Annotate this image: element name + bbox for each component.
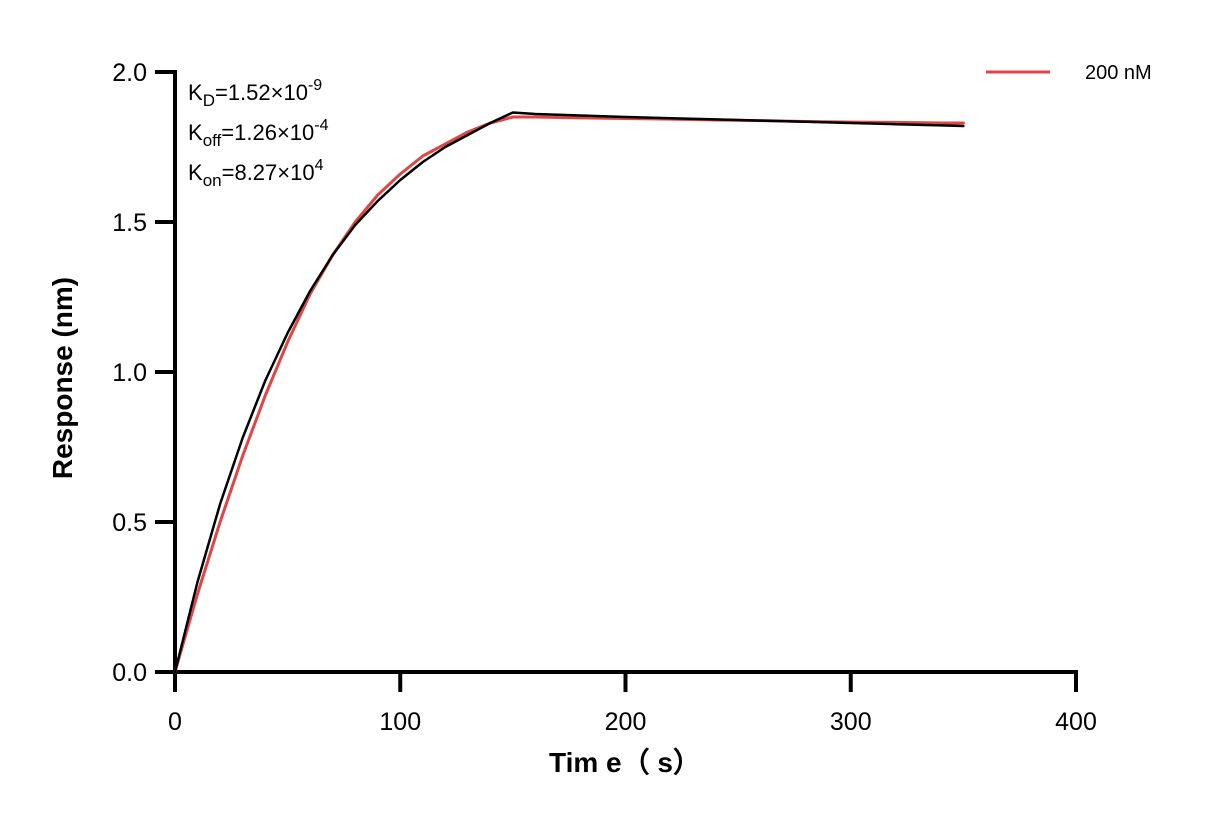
constant-exponent: -4 [314,117,328,134]
kinetic-constant: Koff=1.26×10-4 [188,117,329,150]
y-tick-label: 2.0 [112,59,147,87]
constant-symbol: K [188,80,203,105]
y-tick-label: 1.5 [112,209,147,237]
constant-symbol: K [188,120,203,145]
y-tick-label: 1.0 [112,359,147,387]
kinetic-constant: Kon=8.27×104 [188,157,324,190]
constant-symbol: K [188,160,203,185]
y-tick-label: 0.0 [112,659,147,687]
constant-subscript: off [203,131,222,150]
x-tick-label: 100 [379,708,421,736]
x-tick-label: 400 [1055,708,1097,736]
y-axis-title: Response (nm) [47,277,78,479]
fit-line [173,111,965,674]
y-tick-label: 0.5 [112,509,147,537]
legend-label-200nm: 200 nM [1085,62,1152,84]
x-tick-label: 300 [830,708,872,736]
x-tick-label: 200 [605,708,647,736]
series-lines [173,111,965,674]
constant-subscript: on [203,171,222,190]
x-tick-label: 0 [168,708,182,736]
constant-exponent: 4 [315,157,324,174]
series-line-200nm [173,115,965,674]
x-axis-title: Tim e（ s） [549,746,701,778]
constant-value: =1.52×10 [215,80,308,105]
constant-value: =8.27×10 [222,160,315,185]
constant-value: =1.26×10 [221,120,314,145]
tick-labels: 0 100 200 300 400 0.0 0.5 1.0 1.5 2.0 [112,59,1097,736]
tick-marks [155,70,1078,692]
kinetic-constant: KD=1.52×10-9 [188,77,322,110]
constant-subscript: D [203,91,215,110]
constant-exponent: -9 [308,77,322,94]
legend: 200 nM [986,62,1152,84]
